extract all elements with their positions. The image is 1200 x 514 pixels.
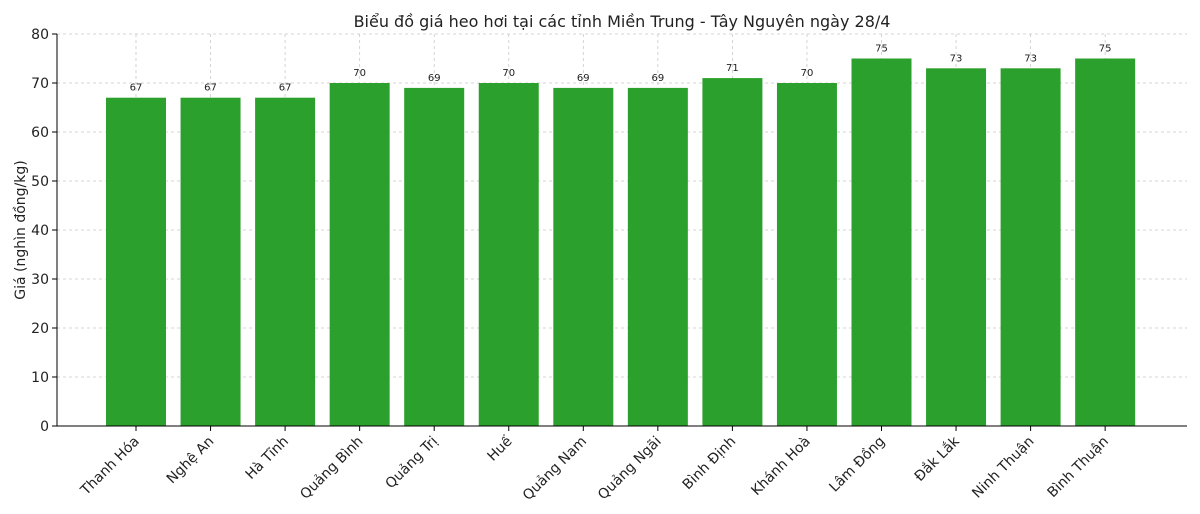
x-tick-label: Quảng Ngãi: [595, 434, 665, 504]
bar: [478, 83, 539, 426]
x-tick-label: Hà Tĩnh: [243, 434, 292, 483]
bar: [255, 97, 316, 426]
value-label: 73: [950, 53, 963, 64]
chart-title: Biểu đồ giá heo hơi tại các tỉnh Miền Tr…: [354, 12, 891, 31]
bar: [1075, 58, 1136, 426]
bar: [180, 97, 241, 426]
x-tick-label: Nghệ An: [164, 434, 218, 488]
y-tick-label: 20: [31, 321, 49, 337]
value-label: 67: [279, 83, 292, 94]
bar: [627, 87, 688, 427]
y-tick-label: 0: [40, 419, 49, 435]
y-tick-label: 40: [31, 223, 49, 239]
x-tick-label: Quảng Bình: [297, 434, 366, 503]
x-tick-label: Lâm Đồng: [826, 433, 889, 496]
bar: [1000, 68, 1061, 427]
value-label: 67: [130, 83, 143, 94]
value-label: 70: [353, 68, 366, 79]
x-tick-label: Ninh Thuận: [969, 434, 1037, 502]
bar: [926, 68, 987, 427]
bar: [702, 78, 763, 426]
value-label: 69: [577, 73, 590, 84]
x-tick-label: Khánh Hoà: [748, 434, 813, 499]
bar: [106, 97, 166, 426]
value-label: 75: [875, 44, 888, 55]
bar: [329, 83, 390, 426]
y-tick-label: 80: [31, 27, 49, 43]
value-label: 70: [801, 68, 814, 79]
x-tick-label: Quảng Trị: [382, 434, 441, 493]
x-tick-label: Bình Thuận: [1044, 434, 1111, 501]
x-tick-label: Đắk Lắk: [911, 432, 964, 485]
value-label: 73: [1024, 53, 1037, 64]
value-label: 71: [726, 63, 739, 74]
bar: [553, 87, 614, 427]
x-tick-label: Bình Định: [680, 434, 740, 494]
x-tick-label: Thanh Hóa: [77, 434, 143, 500]
value-label: 67: [204, 83, 217, 94]
bar: [404, 87, 465, 427]
x-tick-label: Huế: [484, 433, 516, 465]
value-label: 70: [502, 68, 515, 79]
y-tick-label: 50: [31, 174, 49, 190]
value-label: 69: [651, 73, 664, 84]
y-tick-label: 60: [31, 125, 49, 141]
y-tick-label: 70: [31, 76, 49, 92]
y-tick-label: 30: [31, 272, 49, 288]
bar: [851, 58, 912, 426]
value-label: 75: [1099, 44, 1112, 55]
y-tick-label: 10: [31, 370, 49, 386]
x-tick-label: Quảng Nam: [520, 434, 590, 504]
bar: [776, 83, 837, 426]
y-axis-label: Giá (nghìn đồng/kg): [12, 160, 29, 299]
value-label: 69: [428, 73, 441, 84]
